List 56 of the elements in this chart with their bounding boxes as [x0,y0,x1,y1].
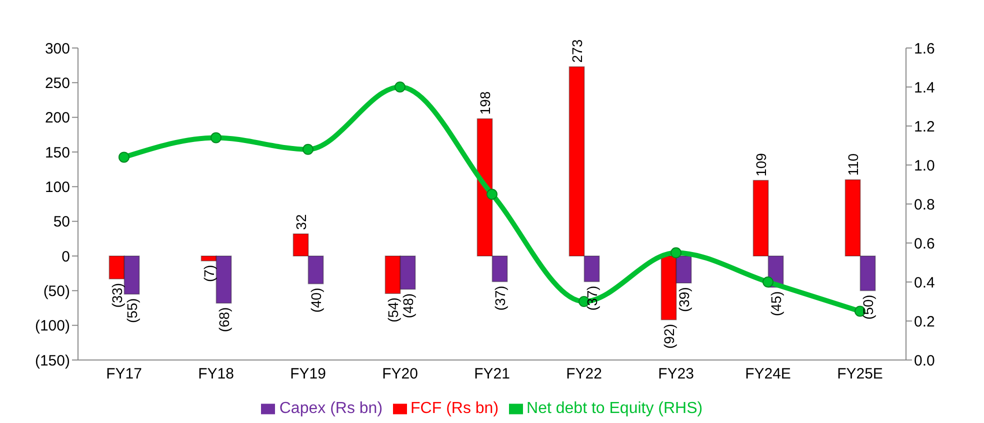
legend-label: Net debt to Equity (RHS) [526,400,703,417]
data-label: (39) [676,287,692,312]
data-label: (37) [584,286,600,311]
y2-tick-label: 0.6 [914,235,935,252]
point [394,82,406,92]
y-tick-label: 300 [44,40,70,58]
data-label: (7) [200,264,217,282]
data-label: (92) [660,324,677,349]
data-label: 273 [568,39,585,63]
y-tick-label: (150) [34,352,70,370]
y-tick-label: 100 [44,178,70,196]
data-label: (54) [384,297,401,322]
y-tick-label: 0 [62,248,70,266]
y-tick-label: 150 [44,144,70,162]
y2-tick-label: 1.4 [914,79,935,96]
point [670,247,682,258]
point [118,152,130,163]
data-label: (37) [492,286,508,311]
y2-tick-label: 0.0 [914,352,935,370]
x-tick-label: FY19 [290,366,326,383]
point [302,144,314,155]
data-label: 109 [752,152,769,176]
data-label: 32 [292,214,309,230]
y-tick-label: (100) [34,318,70,335]
data-label: 110 [844,153,861,176]
data-label: (55) [124,298,140,324]
legend-label: FCF (Rs bn) [410,400,499,417]
x-tick-label: FY23 [658,366,694,383]
x-tick-label: FY21 [474,366,510,383]
data-label: (45) [768,291,784,316]
x-tick-label: FY20 [382,366,418,383]
point [210,132,222,144]
y-tick-label: 50 [53,214,70,231]
y-tick-label: 250 [44,74,70,92]
y2-tick-label: 1.6 [914,40,935,58]
x-tick-label: FY17 [106,366,142,383]
data-label: (33) [108,282,125,308]
y2-tick-label: 1.0 [914,157,935,174]
x-tick-label: FY25E [837,366,883,383]
y2-tick-label: 1.2 [914,118,935,136]
legend-label: Capex (Rs bn) [279,400,383,417]
data-label: 198 [476,91,493,115]
y2-tick-label: 0.4 [914,274,935,292]
point [486,188,498,200]
point [762,276,774,288]
y2-tick-label: 0.8 [914,196,935,214]
data-label: (48) [400,293,416,318]
y2-tick-label: 0.2 [914,313,935,330]
x-tick-label: FY24E [745,366,791,383]
y-tick-label: 200 [44,110,70,127]
x-tick-label: FY22 [566,366,602,383]
data-label: (68) [216,307,232,332]
data-label: (50) [860,294,876,320]
x-tick-label: FY18 [198,366,234,383]
data-label: (40) [308,288,324,313]
y-tick-label: (50) [43,282,70,300]
